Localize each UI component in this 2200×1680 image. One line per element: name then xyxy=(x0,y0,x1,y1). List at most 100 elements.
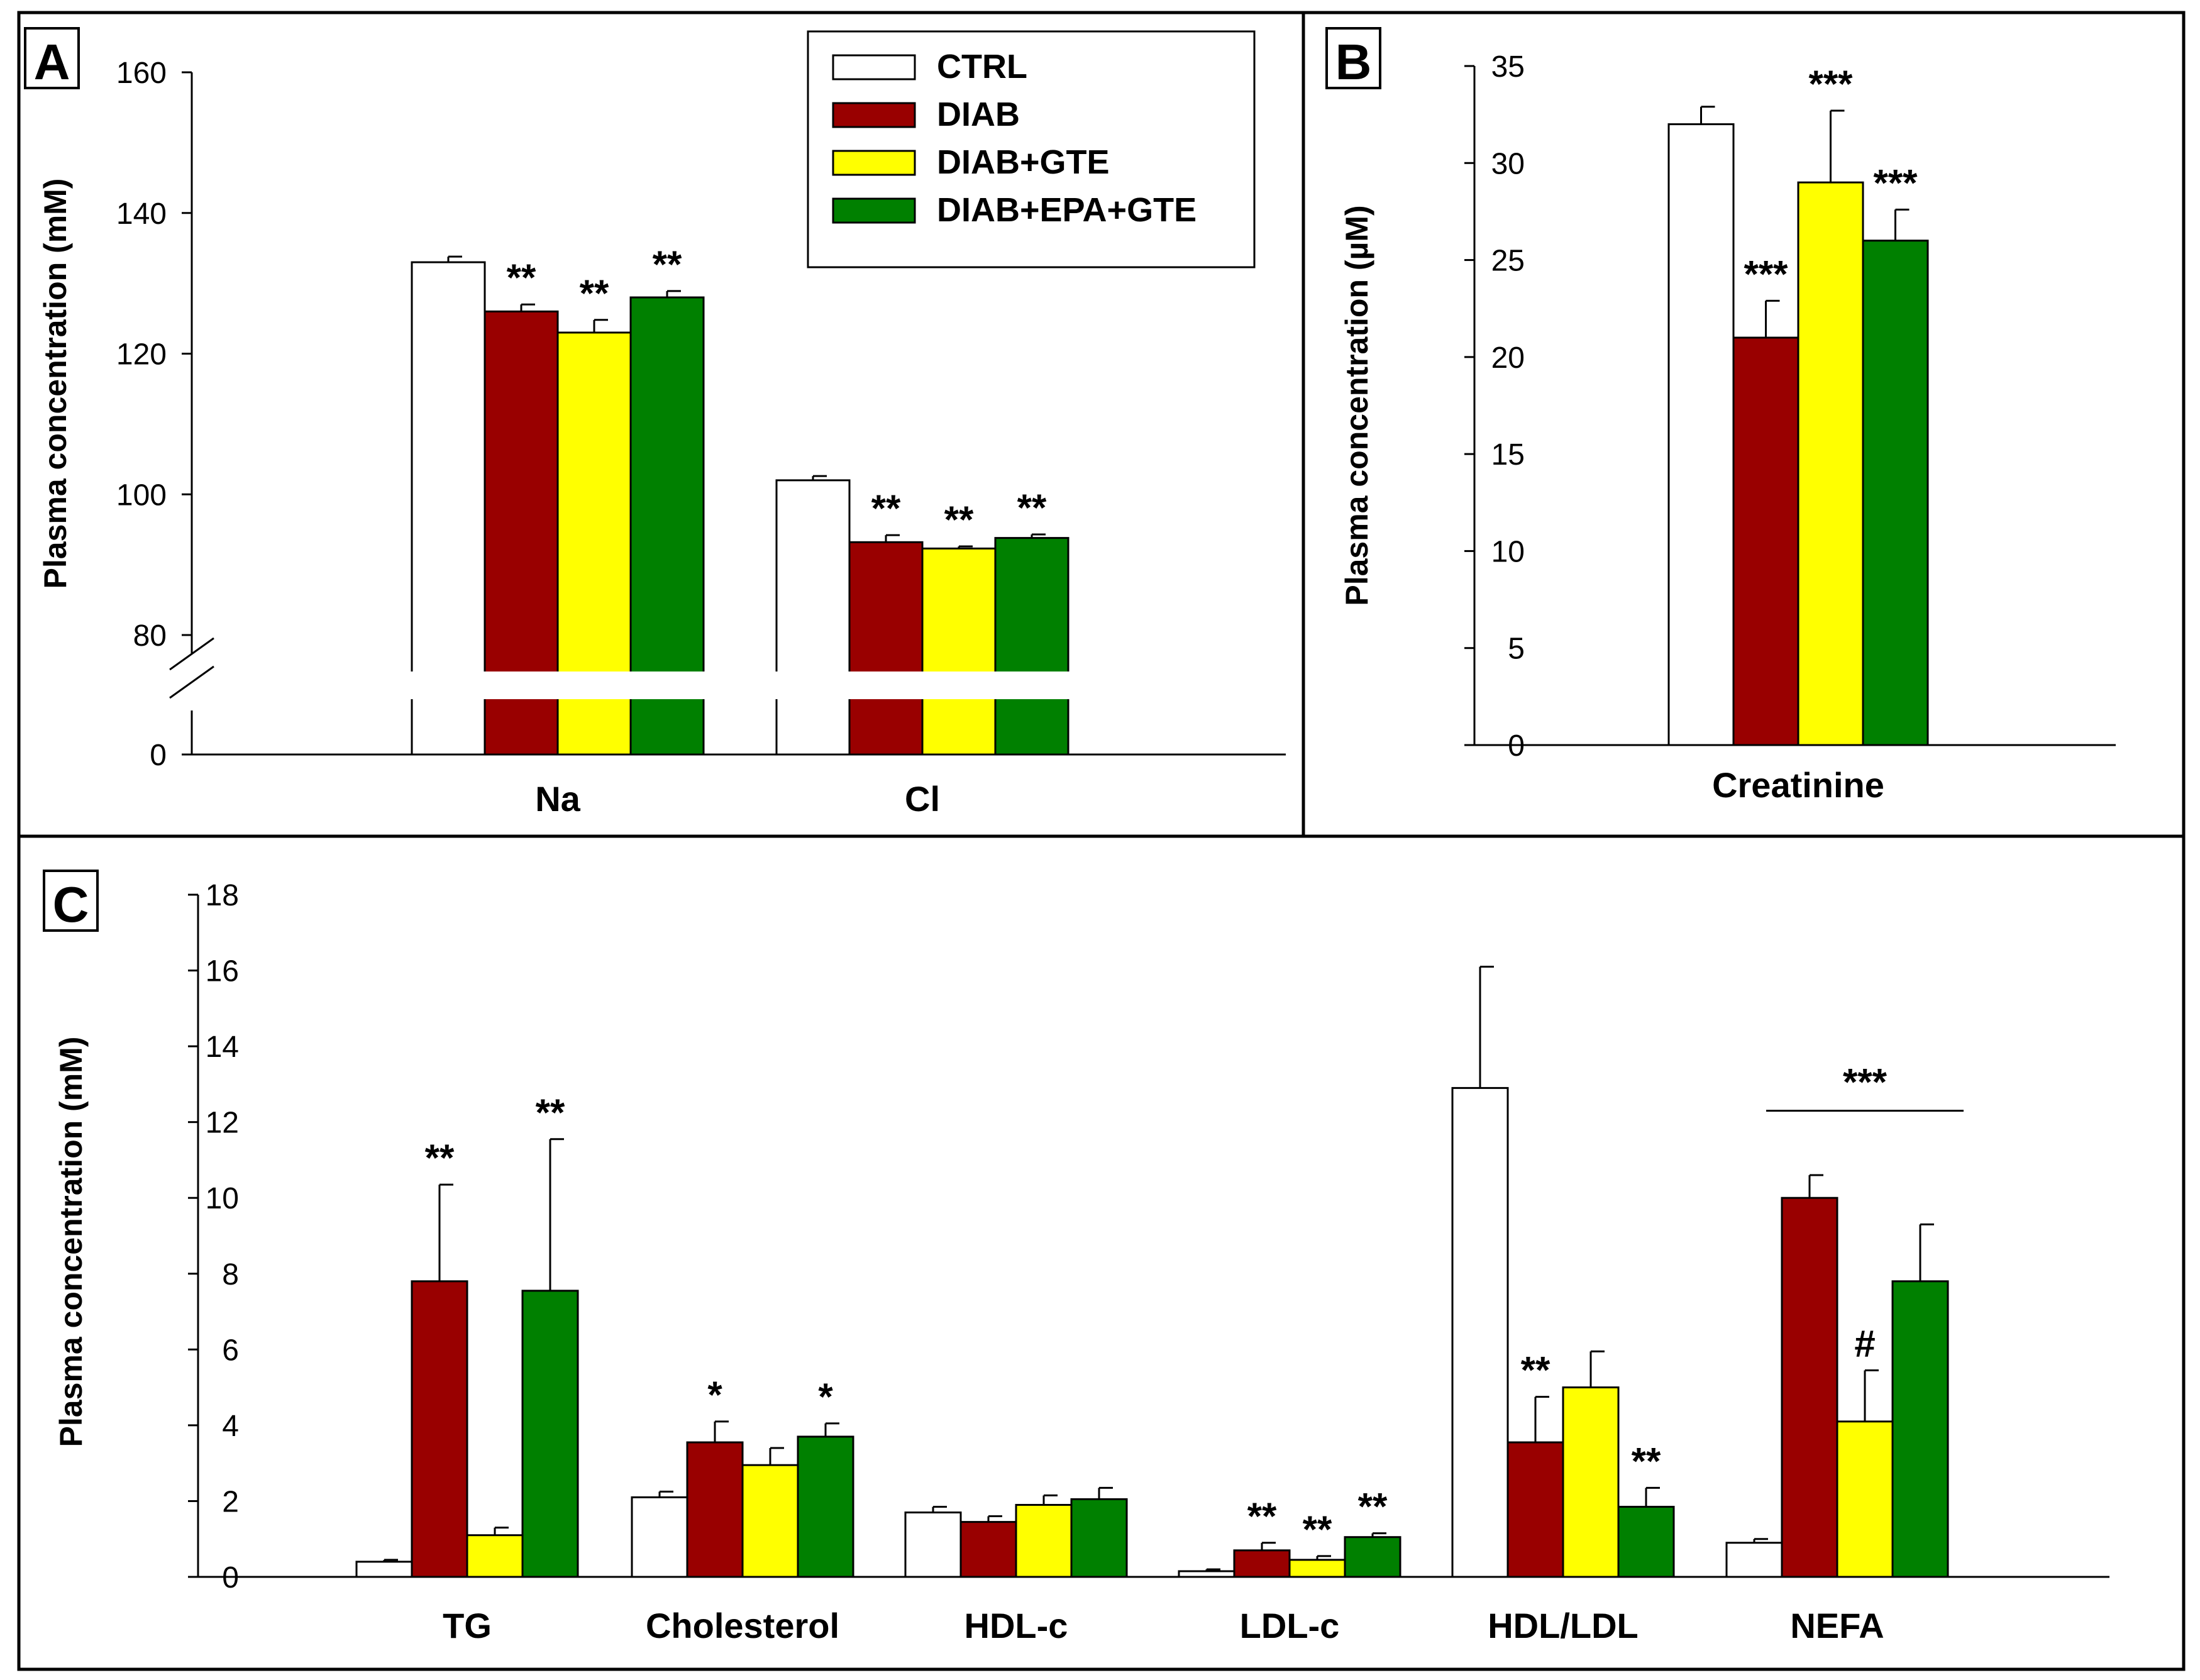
y-tick-label: 100 xyxy=(116,478,167,512)
bar xyxy=(1667,123,1735,746)
category-label: Cholesterol xyxy=(646,1606,839,1645)
bar xyxy=(1891,1280,1949,1578)
panel-c-frame xyxy=(17,834,2186,1671)
significance-marker: ** xyxy=(507,257,536,299)
category-label: NEFA xyxy=(1790,1606,1884,1645)
category-label: TG xyxy=(443,1606,492,1645)
bar xyxy=(959,1521,1017,1578)
bar xyxy=(631,1496,688,1578)
bar xyxy=(1344,1536,1401,1578)
y-tick-label: 14 xyxy=(206,1031,239,1064)
category-label: HDL-c xyxy=(965,1606,1068,1645)
significance-marker: *** xyxy=(1843,1061,1888,1103)
bar xyxy=(994,537,1070,756)
significance-marker: ** xyxy=(1521,1349,1551,1391)
y-tick-label: 4 xyxy=(222,1410,239,1443)
category-label: Na xyxy=(535,779,580,819)
y-tick-label: 8 xyxy=(222,1258,239,1291)
panel-a: A Plasma concentration (mM) 0 80 100 120 140 16… xyxy=(24,27,1286,819)
significance-marker: * xyxy=(707,1374,722,1416)
y-axis-title: Plasma concentration (mM) xyxy=(38,179,73,589)
panel-letter: B xyxy=(1335,34,1372,90)
significance-marker: ** xyxy=(1303,1508,1332,1550)
legend-label: DIAB+EPA+GTE xyxy=(937,191,1197,229)
legend-label: CTRL xyxy=(937,48,1027,86)
y-tick-label: 80 xyxy=(133,619,167,653)
legend-swatch xyxy=(832,102,916,128)
bar xyxy=(848,541,924,756)
bar xyxy=(1178,1570,1235,1578)
category-label: Cl xyxy=(905,779,940,819)
bar xyxy=(1451,1086,1509,1578)
y-axis-title: Plasma concentration (mM) xyxy=(53,1037,89,1447)
panel-letter: C xyxy=(53,876,89,932)
legend-label: DIAB xyxy=(937,96,1020,133)
bar xyxy=(521,1290,579,1578)
bar xyxy=(1070,1498,1128,1578)
significance-marker: * xyxy=(818,1376,833,1418)
y-tick-label: 20 xyxy=(1491,341,1525,375)
legend: CTRL DIAB DIAB+GTE DIAB+EPA+GTE xyxy=(807,30,1256,268)
y-tick-label: 10 xyxy=(1491,535,1525,568)
significance-marker: ** xyxy=(944,499,974,541)
legend-swatch xyxy=(832,54,916,80)
axis-break-band xyxy=(773,671,1072,699)
significance-marker: ** xyxy=(425,1137,455,1179)
category-label: HDL/LDL xyxy=(1488,1606,1639,1645)
legend-swatch xyxy=(832,197,916,224)
bar xyxy=(355,1561,413,1578)
bar xyxy=(1725,1542,1783,1578)
y-tick-label: 0 xyxy=(1508,729,1525,763)
bar xyxy=(466,1534,524,1578)
panel-letter-box xyxy=(24,27,80,89)
bar xyxy=(1862,240,1929,746)
y-tick-label: 25 xyxy=(1491,245,1525,278)
bar xyxy=(1617,1505,1675,1578)
y-tick-label: 160 xyxy=(116,57,167,90)
bar xyxy=(1506,1441,1564,1578)
bar xyxy=(686,1441,744,1578)
significance-marker: ** xyxy=(653,243,682,285)
y-tick-label: 2 xyxy=(222,1485,239,1518)
bar xyxy=(1288,1559,1346,1578)
panel-letter-box xyxy=(1325,27,1381,89)
bar xyxy=(741,1464,799,1578)
y-tick-label: 5 xyxy=(1508,633,1525,666)
panel-b: B Plasma concentration (µM) 0 5 10 15 20 25 30 35… xyxy=(1325,27,2116,805)
bar xyxy=(1836,1420,1894,1578)
y-tick-label: 18 xyxy=(206,879,239,912)
legend-swatch xyxy=(832,150,916,176)
bar xyxy=(1732,336,1799,746)
bar xyxy=(797,1435,854,1578)
bar xyxy=(411,1280,468,1578)
panel-letter-box xyxy=(43,870,99,932)
bar xyxy=(775,479,851,756)
significance-marker: *** xyxy=(1873,162,1918,204)
y-tick-label: 0 xyxy=(222,1561,239,1594)
category-label: LDL-c xyxy=(1240,1606,1340,1645)
bar xyxy=(1562,1386,1620,1578)
significance-marker: *** xyxy=(1744,253,1788,295)
bar xyxy=(921,547,997,756)
y-tick-label: 6 xyxy=(222,1334,239,1367)
significance-marker: ** xyxy=(1017,487,1047,529)
significance-marker: ** xyxy=(1358,1486,1388,1528)
legend-label: DIAB+GTE xyxy=(937,143,1110,181)
axis-break-mark xyxy=(169,637,214,671)
bar xyxy=(1015,1503,1073,1578)
y-tick-label: 120 xyxy=(116,338,167,372)
category-label: Creatinine xyxy=(1712,765,1884,805)
significance-marker: ** xyxy=(580,272,609,314)
significance-marker: ** xyxy=(1632,1440,1661,1482)
significance-marker: ** xyxy=(536,1091,565,1134)
bar xyxy=(1233,1549,1291,1578)
bar xyxy=(904,1511,962,1578)
y-tick-label: 15 xyxy=(1491,438,1525,472)
y-tick-label: 12 xyxy=(206,1107,239,1140)
y-tick-label: 35 xyxy=(1491,50,1525,84)
y-tick-label: 140 xyxy=(116,197,167,231)
significance-marker: ** xyxy=(1247,1495,1277,1537)
y-tick-label: 0 xyxy=(150,739,167,772)
axis-break-band xyxy=(408,671,707,699)
